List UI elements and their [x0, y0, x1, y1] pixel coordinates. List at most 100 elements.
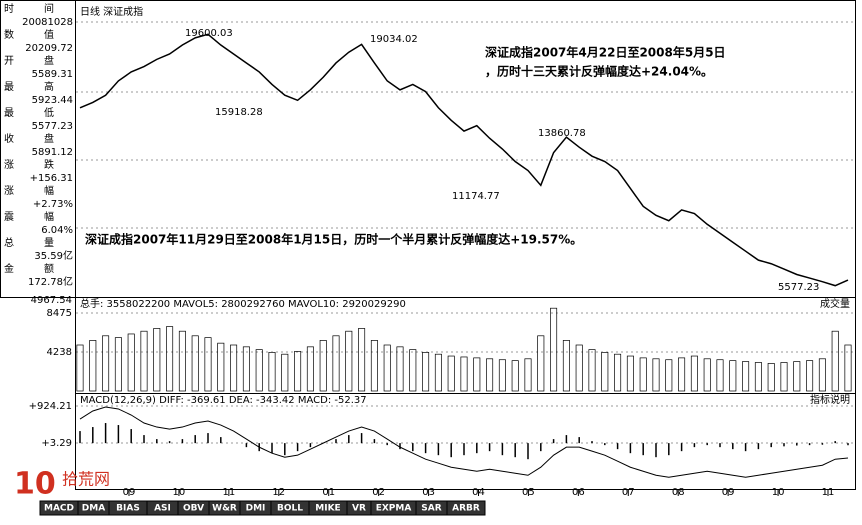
info-value: 6.04%: [41, 225, 73, 236]
info-value: 5577.23: [32, 121, 73, 132]
tab-label[interactable]: W&R: [212, 504, 237, 514]
x-tick-label: 02: [372, 487, 385, 498]
volume-bar: [255, 349, 263, 392]
logo: 拾荒网: [62, 470, 110, 489]
info-label: 总量: [4, 236, 84, 249]
volume-bar: [665, 359, 673, 392]
annotation: 19600.03: [185, 28, 233, 39]
volume-bar: [818, 358, 826, 392]
macd-label: 指标说明: [810, 393, 850, 406]
y-tick-label: 8475: [47, 308, 72, 319]
volume-bar: [716, 359, 724, 392]
logo-mark: 10: [14, 467, 56, 502]
x-tick-label: 09: [123, 487, 136, 498]
tab-label[interactable]: BIAS: [116, 504, 140, 514]
diff-line: [79, 406, 849, 478]
chart-title: 日线 深证成指: [80, 5, 143, 18]
volume-bar: [639, 357, 647, 392]
volume-bar: [153, 328, 161, 392]
info-label: 涨幅: [4, 184, 84, 197]
volume-bar: [729, 360, 737, 392]
tab-label[interactable]: DMI: [246, 504, 266, 514]
annotation: 15918.28: [215, 107, 263, 118]
volume-bar: [89, 340, 97, 392]
annotation: ，历时十三天累计反弹幅度达+24.04%。: [485, 64, 713, 79]
tab[interactable]: [446, 500, 486, 516]
volume-bar: [294, 351, 302, 392]
volume-bar: [434, 353, 442, 392]
info-value: +156.31: [30, 173, 73, 184]
tab-label[interactable]: VR: [352, 504, 366, 514]
volume-bar: [780, 362, 788, 392]
volume-bar: [178, 330, 186, 392]
info-label: 数值: [4, 28, 84, 41]
volume-bar: [511, 360, 519, 392]
volume-bar: [447, 355, 455, 392]
volume-bar: [486, 358, 494, 392]
volume-bar: [319, 340, 327, 392]
volume-bar: [703, 358, 711, 392]
volume-bar: [230, 344, 238, 392]
volume-bar: [460, 356, 468, 392]
x-tick-label: 07: [622, 487, 635, 498]
volume-bar: [127, 333, 135, 392]
info-label: 金额: [4, 262, 84, 275]
y-tick-label: +924.21: [29, 401, 72, 412]
volume-bar: [268, 352, 276, 392]
volume-bar: [76, 344, 84, 392]
tab-label[interactable]: SAR: [421, 504, 441, 514]
info-label: 时间: [4, 2, 84, 15]
volume-bar: [370, 340, 378, 392]
info-value: 5923.44: [32, 95, 73, 106]
volume-bar: [498, 359, 506, 392]
tab-label[interactable]: MIKE: [315, 504, 340, 514]
volume-bar: [358, 328, 366, 392]
info-value: 5891.12: [32, 147, 73, 158]
volume-bar: [793, 361, 801, 392]
tab-label[interactable]: MACD: [44, 504, 74, 514]
x-tick-label: 11: [222, 487, 235, 498]
volume-bar: [550, 307, 558, 392]
annotation: 深证成指2007年11月29日至2008年1月15日，历时一个半月累计反弹幅度达…: [85, 232, 582, 247]
tab-label[interactable]: DMA: [82, 504, 105, 514]
x-tick-label: 10: [772, 487, 785, 498]
volume-bar: [588, 349, 596, 392]
info-value: 5589.31: [32, 69, 73, 80]
x-tick-label: 11: [822, 487, 835, 498]
tab-label[interactable]: BOLL: [277, 504, 303, 514]
info-label: 最高: [4, 80, 84, 93]
tab-label[interactable]: OBV: [183, 504, 204, 514]
volume-bar: [383, 344, 391, 392]
x-tick-label: 12: [272, 487, 285, 498]
volume-bar: [140, 330, 148, 392]
x-tick-label: 05: [522, 487, 535, 498]
volume-bar: [767, 363, 775, 392]
y-tick-label: 4238: [47, 347, 72, 358]
info-value: 35.59亿: [34, 249, 73, 262]
annotation: 深证成指2007年4月22日至2008年5月5日: [485, 45, 726, 60]
volume-label: 成交量: [820, 297, 850, 310]
volume-bar: [242, 346, 250, 392]
x-tick-label: 08: [672, 487, 685, 498]
info-label: 最低: [4, 106, 84, 119]
volume-bar: [217, 342, 225, 392]
x-tick-label: 01: [322, 487, 335, 498]
volume-bar: [281, 353, 289, 392]
info-label: 开盘: [4, 54, 84, 67]
annotation: 5577.23: [778, 282, 819, 293]
volume-bar: [537, 335, 545, 392]
tab-label[interactable]: ARBR: [452, 504, 480, 514]
annotation: 13860.78: [538, 128, 586, 139]
volume-bar: [614, 353, 622, 392]
volume-bar: [575, 344, 583, 392]
volume-bar: [191, 335, 199, 392]
volume-bar: [844, 344, 852, 392]
volume-bar: [345, 330, 353, 392]
info-value: 20081028: [22, 17, 73, 28]
tab-label[interactable]: EXPMA: [376, 504, 412, 514]
info-label: 涨跌: [4, 158, 84, 171]
volume-bar: [204, 337, 212, 392]
tab-label[interactable]: ASI: [154, 504, 171, 514]
x-tick-label: 10: [173, 487, 186, 498]
